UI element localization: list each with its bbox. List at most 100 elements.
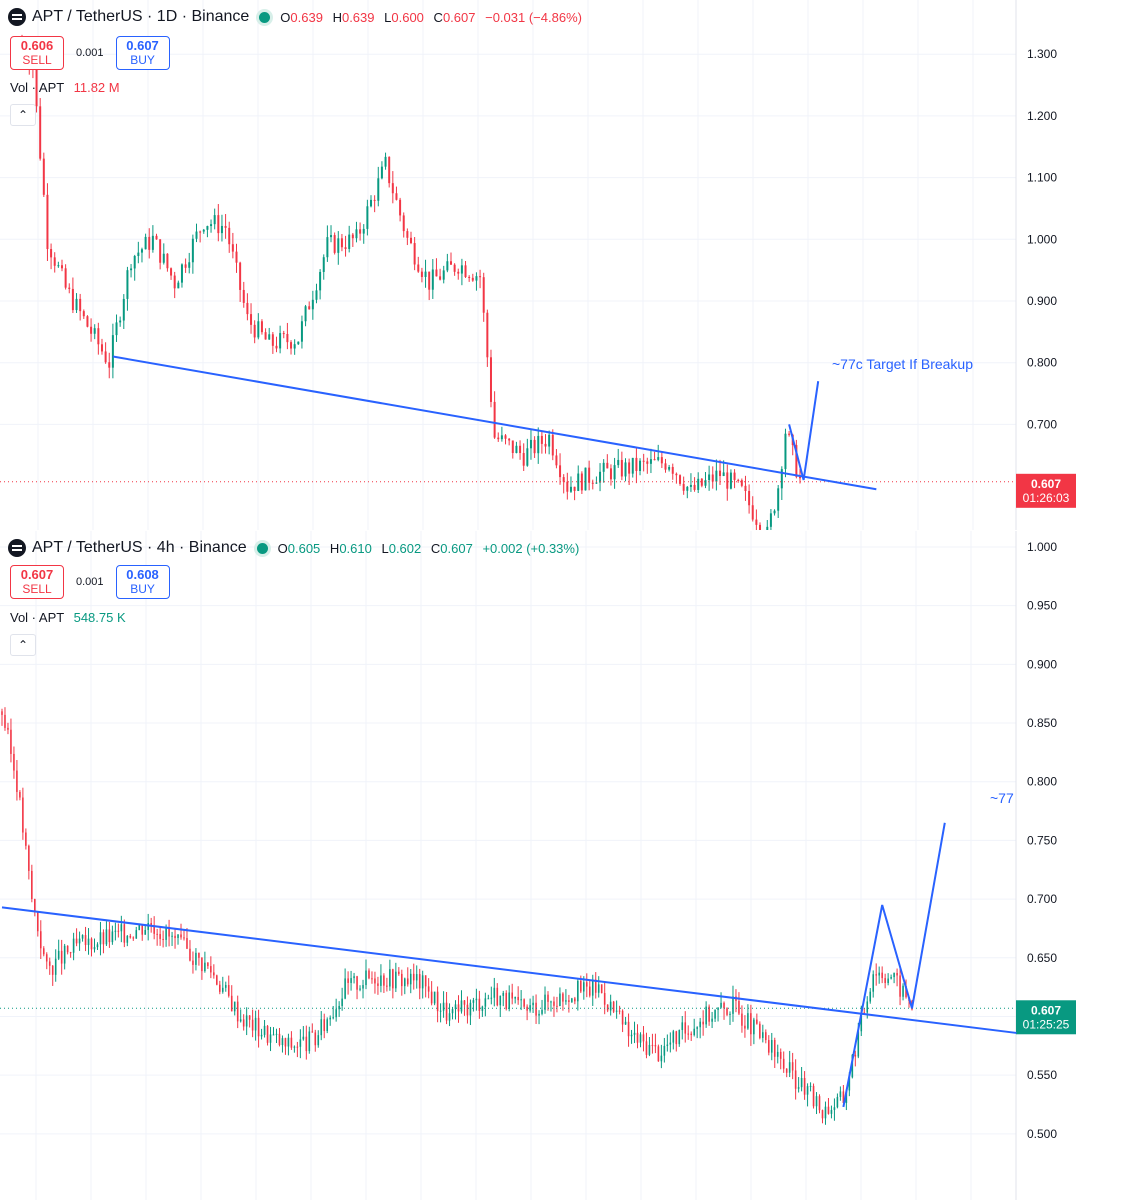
candle-body (155, 235, 158, 240)
candle-body (573, 486, 576, 491)
candle-body (254, 1017, 257, 1031)
candle-body (402, 215, 405, 232)
candle-body (878, 972, 880, 976)
trendline[interactable] (1, 906, 1017, 1034)
candle-body (684, 1022, 687, 1034)
candle-body (231, 244, 234, 252)
collapse-button[interactable]: ⌃ (10, 104, 36, 126)
candlestick-chart-4h[interactable]: 1.000 0.950 0.900 0.850 0.800 0.750 0.700 0.650… (0, 531, 1081, 1200)
candle-body (769, 513, 772, 527)
candle-body (515, 445, 518, 453)
candle-body (417, 264, 420, 272)
candle-body (257, 321, 260, 338)
symbol-title[interactable]: APT / TetherUS · 4h · Binance (32, 539, 247, 556)
y-tick-label: 1.100 (1027, 171, 1057, 185)
candle-body (78, 938, 81, 944)
candle-body (773, 510, 776, 514)
candle-body (189, 948, 191, 961)
buy-button[interactable]: 0.607 BUY (115, 36, 170, 70)
candle-body (481, 1006, 484, 1011)
candle-body (785, 1068, 788, 1073)
candle-body (618, 1010, 621, 1012)
candle-body (66, 945, 69, 953)
candle-body (246, 302, 249, 315)
candle-body (738, 1000, 740, 1014)
price-label-timer: 01:25:25 (1023, 1017, 1070, 1031)
candle-body (410, 237, 412, 244)
candle-body (484, 998, 487, 1007)
chevron-up-icon: ⌃ (17, 108, 29, 122)
y-tick-label: 1.300 (1027, 47, 1057, 61)
buy-button[interactable]: 0.608 BUY (115, 565, 170, 599)
candle-body (233, 1001, 236, 1012)
chart-panel-daily[interactable]: 1.3001.2001.1001.0000.9000.8000.7000.500… (0, 0, 1081, 530)
price-axis[interactable]: 1.000 0.950 0.900 0.850 0.800 0.750 0.700 0.650… (1027, 540, 1057, 1141)
candle-body (777, 488, 780, 511)
candle-body (899, 975, 901, 997)
candle-body (126, 935, 129, 943)
target-annotation[interactable]: ~77c Target If Breakup (832, 356, 973, 372)
candle-body (42, 158, 45, 195)
projection-path[interactable] (788, 381, 820, 481)
candle-body (487, 998, 490, 1000)
candle-body (213, 972, 215, 976)
volume-legend: Vol · APT 548.75 K (10, 610, 126, 625)
candle-body (162, 938, 164, 940)
sell-button[interactable]: 0.606 SELL (10, 36, 64, 70)
collapse-button[interactable]: ⌃ (10, 634, 36, 656)
candle-body (436, 991, 439, 1012)
high-value: 0.639 (341, 9, 375, 25)
candle-body (384, 156, 387, 167)
candle-body (333, 235, 336, 253)
change-value: +0.002 (+0.33%) (482, 540, 580, 556)
candle-body (287, 1037, 290, 1047)
candle-body (580, 980, 582, 992)
candle-body (383, 975, 385, 986)
candle-body (279, 333, 282, 349)
candle-body (729, 472, 732, 489)
candle-body (99, 932, 102, 945)
candle-body (344, 247, 347, 249)
candle-body (195, 231, 198, 239)
candle-body (159, 239, 162, 263)
sell-price: 0.606 (20, 38, 54, 53)
candle-body (380, 166, 383, 179)
candle-body (657, 1046, 660, 1062)
candle-body (224, 225, 227, 228)
candle-body (599, 471, 602, 483)
aptos-logo-icon (8, 539, 26, 557)
candle-body (653, 459, 656, 461)
candle-body (242, 1019, 245, 1027)
candle-body (122, 298, 125, 321)
candle-body (723, 1002, 725, 1009)
candle-body (284, 1038, 287, 1047)
candle-body (664, 463, 667, 470)
candle-body (569, 486, 572, 492)
y-tick-label: 0.700 (1027, 892, 1057, 906)
candle-body (338, 1005, 340, 1010)
candle-body (60, 950, 63, 964)
candle-body (293, 344, 296, 349)
candle-body (881, 972, 883, 979)
chart-panel-4h[interactable]: 1.000 0.950 0.900 0.850 0.800 0.750 0.700 0.650… (0, 531, 1081, 1200)
candlestick-chart-daily[interactable]: 1.3001.2001.1001.0000.9000.8000.7000.500… (0, 0, 1081, 530)
candle-body (708, 474, 711, 481)
candle-body (887, 978, 889, 983)
candle-body (620, 459, 623, 477)
candle-body (621, 1010, 624, 1025)
buy-price: 0.608 (126, 567, 159, 582)
symbol-title[interactable]: APT / TetherUS · 1D · Binance (32, 8, 250, 25)
candle-body (398, 971, 400, 974)
candle-body (635, 457, 638, 471)
candle-body (526, 1006, 528, 1011)
candle-body (418, 974, 421, 989)
candle-body (253, 324, 256, 338)
candle-body (108, 362, 111, 368)
candle-body (220, 225, 223, 234)
sell-button[interactable]: 0.607 SELL (10, 565, 64, 599)
target-annotation[interactable]: ~77 (990, 790, 1014, 806)
projection-path[interactable] (842, 822, 946, 1108)
trendline[interactable] (112, 355, 877, 491)
candle-body (296, 1046, 299, 1048)
